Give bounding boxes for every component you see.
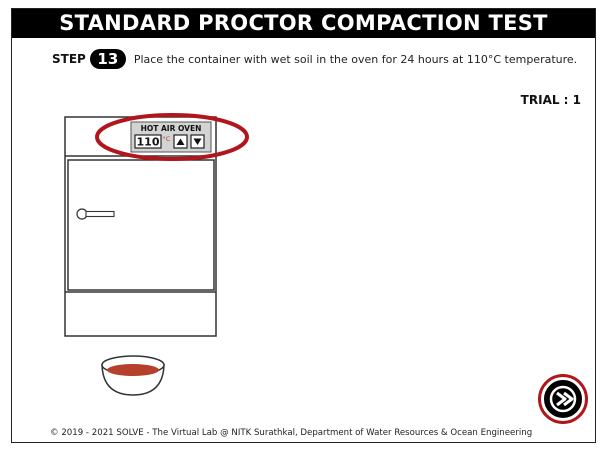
triangle-down-icon (193, 138, 202, 145)
copyright-footer: © 2019 - 2021 SOLVE - The Virtual Lab @ … (50, 428, 533, 438)
triangle-up-icon (176, 138, 185, 145)
temperature-unit: °C (163, 135, 171, 143)
arrow-right-icon (549, 385, 577, 413)
soil-container[interactable] (101, 355, 165, 396)
oven-label: HOT AIR OVEN (141, 124, 202, 133)
step-number-badge: 13 (89, 49, 126, 69)
step-instruction-row: STEP 13 Place the container with wet soi… (52, 48, 577, 70)
temperature-down-button[interactable] (190, 134, 205, 149)
wet-soil (107, 364, 159, 376)
temperature-up-button[interactable] (173, 134, 188, 149)
temperature-value: 110 (137, 136, 160, 149)
door-handle-icon[interactable] (76, 208, 115, 220)
oven-control-panel: HOT AIR OVEN 110 °C (130, 121, 212, 153)
trial-indicator: TRIAL : 1 (520, 93, 581, 107)
temperature-display (134, 134, 162, 149)
step-label: STEP (52, 52, 86, 66)
page-title: STANDARD PROCTOR COMPACTION TEST (12, 9, 595, 38)
step-instruction-text: Place the container with wet soil in the… (133, 52, 578, 66)
control-panel-highlight (95, 113, 249, 161)
next-button[interactable] (541, 377, 585, 421)
oven-door[interactable] (67, 159, 215, 291)
